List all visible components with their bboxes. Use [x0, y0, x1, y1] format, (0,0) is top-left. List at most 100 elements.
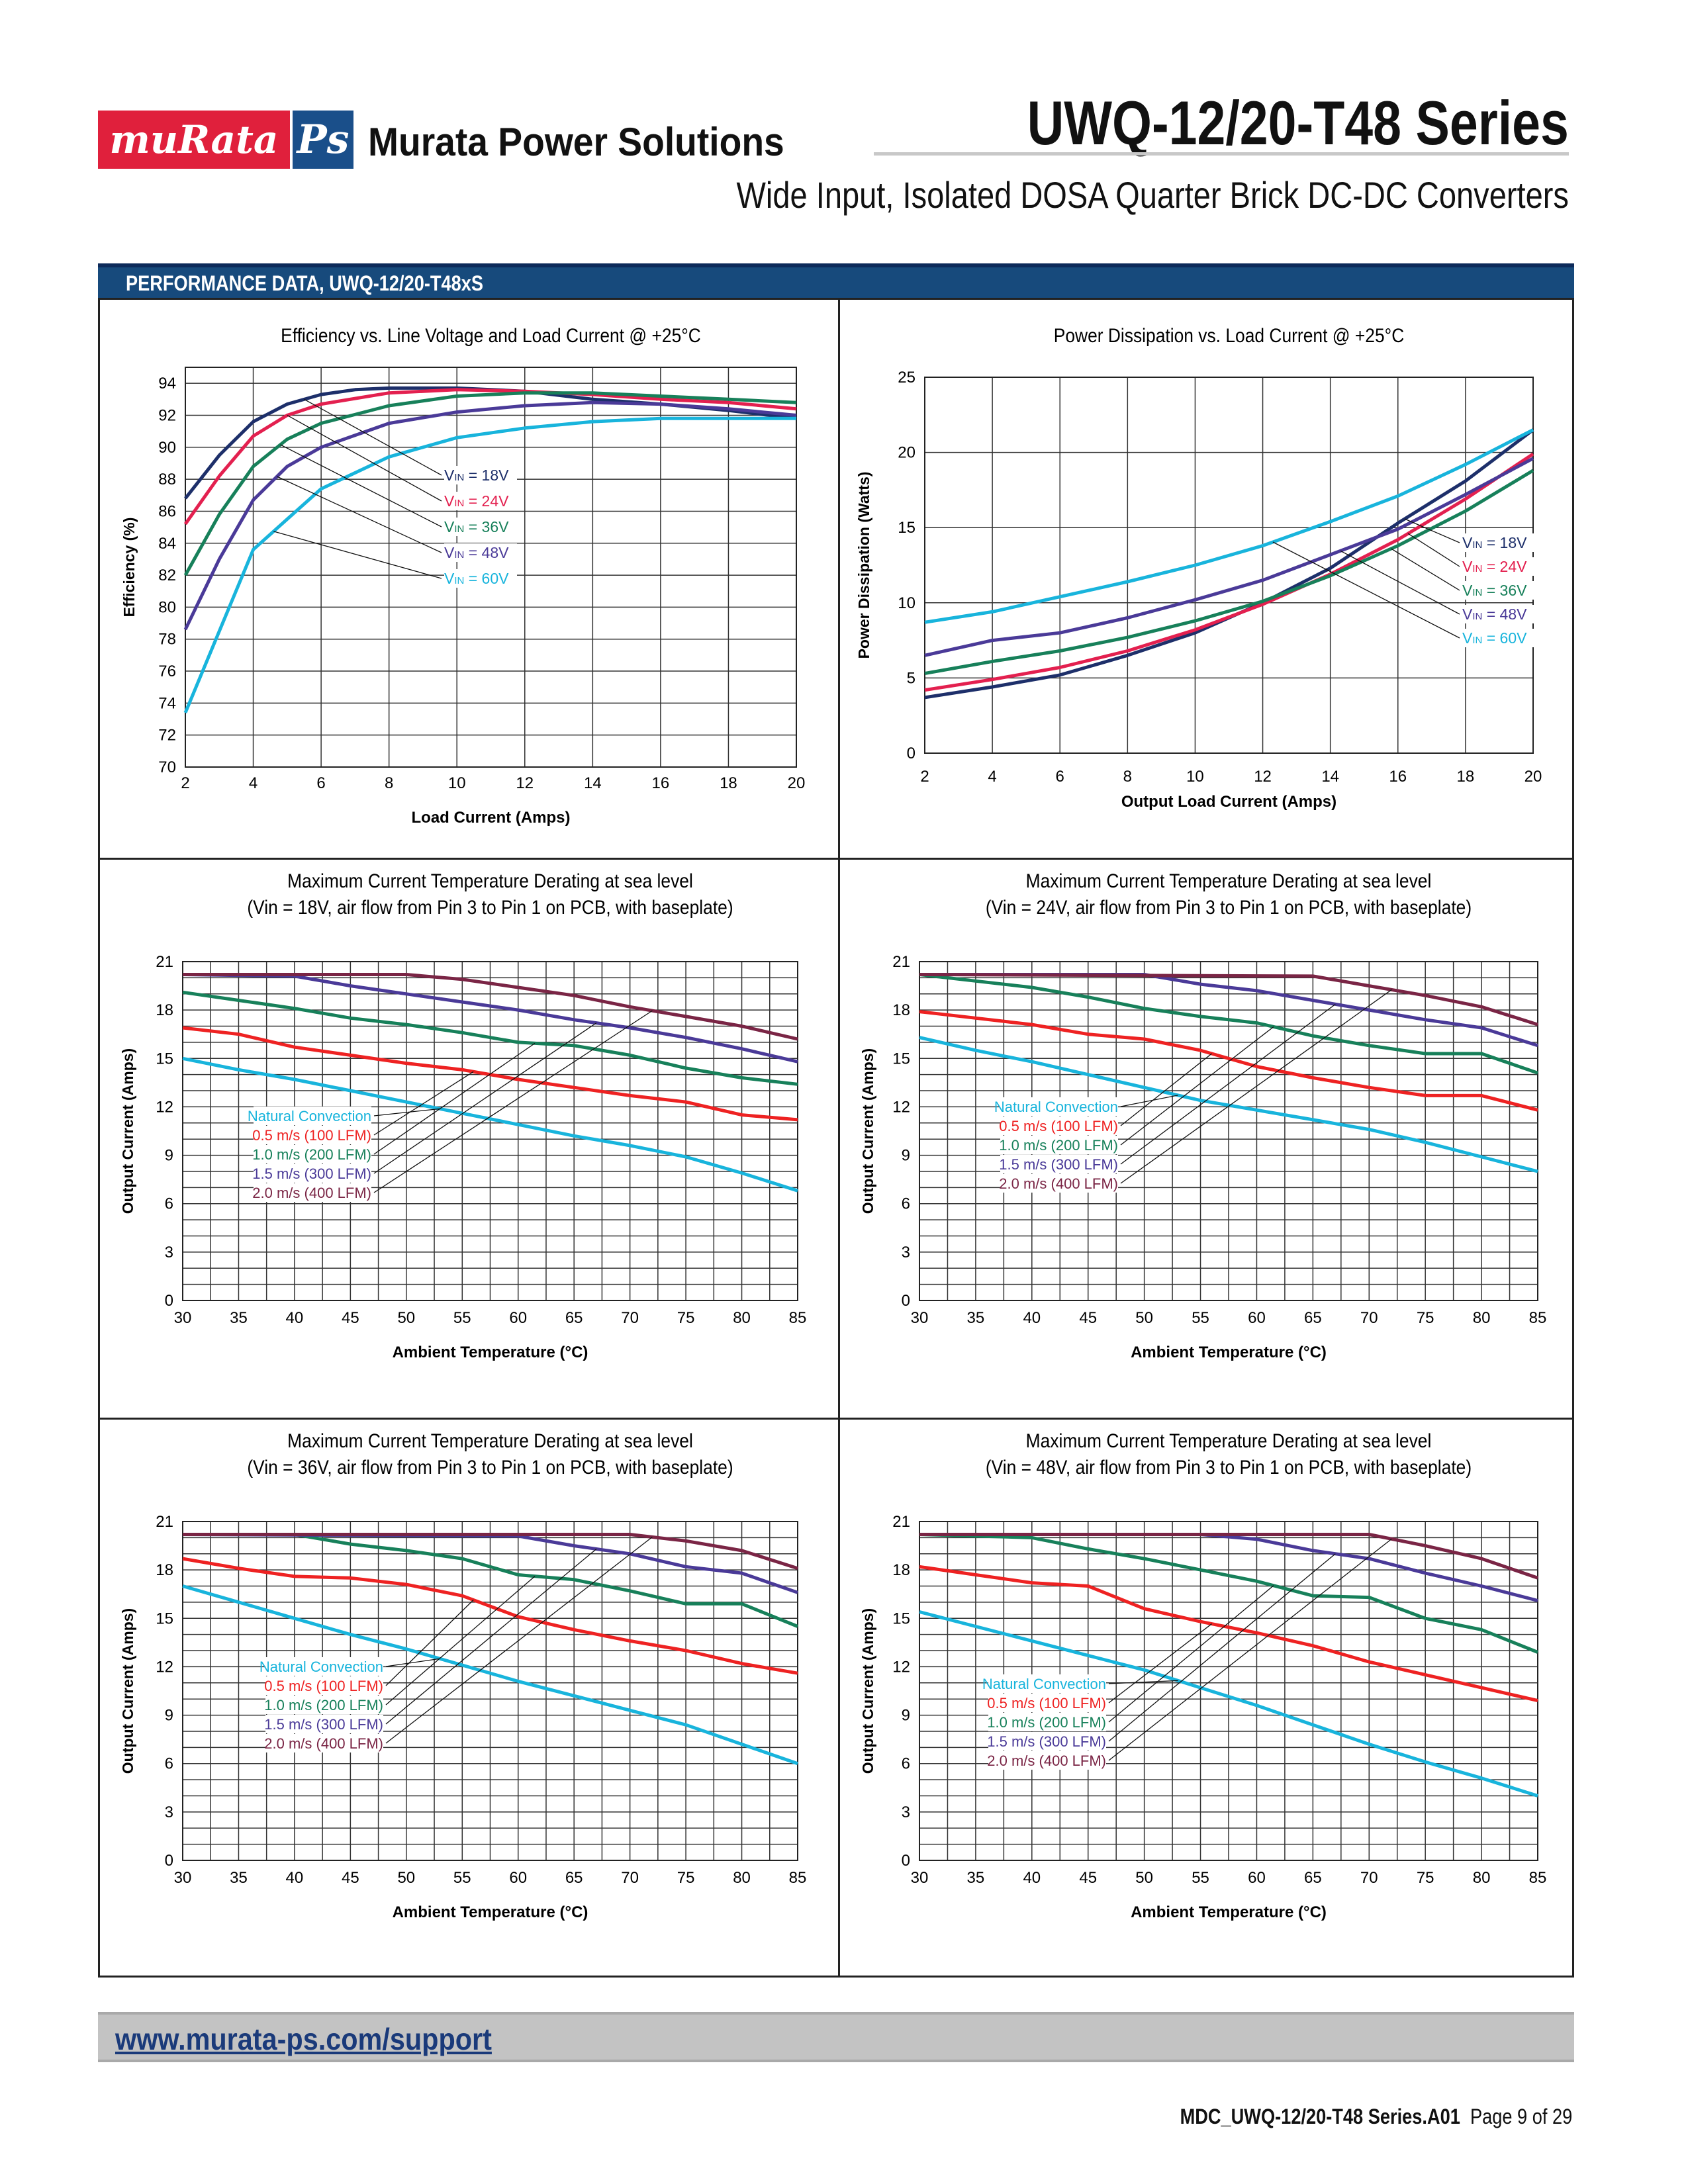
chart-title: Maximum Current Temperature Derating at … — [287, 869, 693, 891]
y-tick-label: 70 — [158, 758, 176, 776]
x-tick-label: 6 — [316, 774, 325, 792]
legend-leader-line — [273, 531, 442, 579]
x-tick-label: 70 — [1360, 1869, 1378, 1887]
y-axis-label: Power Dissipation (Watts) — [855, 472, 872, 659]
legend-label: 0.5 m/s (100 LFM) — [999, 1118, 1118, 1134]
y-tick-label: 12 — [156, 1658, 173, 1676]
legend-label-bg — [1462, 629, 1535, 647]
x-axis-label: Output Load Current (Amps) — [1121, 793, 1336, 811]
x-tick-label: 80 — [1473, 1869, 1491, 1887]
y-tick-label: 72 — [158, 727, 176, 745]
y-tick-label: 18 — [156, 1001, 173, 1019]
legend-label: VIN = 36V — [444, 518, 509, 535]
x-tick-label: 85 — [789, 1869, 807, 1887]
x-tick-label: 16 — [652, 774, 670, 792]
series-line-vin-60v — [924, 428, 1534, 624]
x-tick-label: 16 — [1389, 768, 1407, 786]
y-tick-label: 12 — [156, 1098, 173, 1116]
legend-label-bg — [265, 1657, 383, 1676]
x-tick-label: 45 — [1079, 1869, 1097, 1887]
x-tick-label: 40 — [1023, 1869, 1041, 1887]
x-tick-label: 8 — [1123, 768, 1132, 786]
y-axis-label: Output Current (Amps) — [859, 1608, 876, 1774]
chart-title: Maximum Current Temperature Derating at … — [1026, 869, 1432, 891]
derating-chart-24v: Maximum Current Temperature Derating at … — [859, 869, 1546, 1361]
x-tick-label: 30 — [911, 1869, 929, 1887]
page-number: Page 9 of 29 — [1470, 2105, 1572, 2128]
y-tick-label: 18 — [892, 1561, 910, 1579]
y-tick-label: 18 — [156, 1561, 173, 1579]
x-tick-label: 85 — [789, 1309, 807, 1327]
x-tick-label: 50 — [397, 1869, 415, 1887]
legend-label-bg — [1462, 533, 1535, 552]
power-dissipation-chart: Power Dissipation vs. Load Current @ +25… — [855, 324, 1542, 811]
plot-frame — [182, 961, 798, 1301]
x-tick-label: 50 — [397, 1309, 415, 1327]
series-line-2-0-m-s-400-lfm- — [183, 1533, 798, 1570]
x-tick-label: 75 — [1417, 1309, 1434, 1327]
legend-label-bg — [265, 1715, 383, 1733]
x-tick-label: 4 — [249, 774, 258, 792]
support-link[interactable]: www.murata-ps.com/support — [115, 2022, 492, 2056]
legend-leader-line — [385, 1536, 653, 1744]
series-line-vin-60v — [183, 416, 796, 713]
legend-label: Natural Convection — [982, 1676, 1106, 1692]
y-tick-label: 86 — [158, 502, 176, 520]
y-tick-label: 21 — [892, 953, 910, 971]
x-tick-label: 55 — [1192, 1869, 1209, 1887]
series-line-natural-convection — [919, 1610, 1538, 1797]
x-tick-label: 2 — [920, 768, 929, 786]
y-tick-label: 12 — [892, 1658, 910, 1676]
series-line-natural-convection — [182, 1056, 798, 1193]
legend-label-bg — [254, 1183, 371, 1202]
legend-label-bg — [1462, 581, 1535, 600]
series-line-0-5-m-s-100-lfm- — [919, 1010, 1538, 1112]
title-divider — [874, 152, 1569, 156]
x-tick-label: 30 — [911, 1309, 929, 1327]
derating-chart-48v: Maximum Current Temperature Derating at … — [859, 1429, 1546, 1921]
x-tick-label: 14 — [1321, 768, 1339, 786]
legend-label-bg — [1000, 1136, 1118, 1154]
legend-label-bg — [1000, 1174, 1118, 1193]
x-tick-label: 80 — [733, 1869, 751, 1887]
x-tick-label: 30 — [174, 1869, 192, 1887]
x-axis-label: Ambient Temperature (°C) — [393, 1343, 588, 1361]
x-tick-label: 40 — [286, 1309, 304, 1327]
x-tick-label: 60 — [509, 1869, 527, 1887]
series-line-vin-36v — [924, 469, 1534, 676]
derating-chart-36v: Maximum Current Temperature Derating at … — [119, 1429, 807, 1921]
x-tick-label: 35 — [230, 1869, 248, 1887]
y-axis-label: Efficiency (%) — [120, 518, 138, 617]
legend-label: 1.0 m/s (200 LFM) — [252, 1146, 371, 1163]
legend-label-bg — [254, 1126, 371, 1144]
plot-frame — [182, 1521, 798, 1861]
legend-label-bg — [444, 569, 517, 588]
legend-label-bg — [988, 1751, 1106, 1770]
legend-label: 1.5 m/s (300 LFM) — [264, 1716, 383, 1733]
y-tick-label: 21 — [892, 1513, 910, 1531]
series-line-0-5-m-s-100-lfm- — [182, 1557, 798, 1675]
legend-leader-line — [1120, 1053, 1212, 1126]
legend-label-bg — [254, 1145, 371, 1163]
series-line-2-0-m-s-400-lfm- — [183, 973, 798, 1041]
legend-label-bg — [988, 1694, 1106, 1712]
y-tick-label: 18 — [892, 1001, 910, 1019]
x-axis-label: Ambient Temperature (°C) — [1131, 1903, 1327, 1921]
x-tick-label: 18 — [1457, 768, 1475, 786]
chart-subtitle: (Vin = 24V, air flow from Pin 3 to Pin 1… — [986, 895, 1472, 918]
x-tick-label: 75 — [677, 1309, 695, 1327]
x-tick-label: 70 — [621, 1869, 639, 1887]
ps-logo: Ps — [293, 111, 353, 169]
x-tick-label: 50 — [1135, 1869, 1153, 1887]
series-line-1-0-m-s-200-lfm- — [183, 1533, 798, 1628]
legend-leader-line — [385, 1658, 440, 1667]
legend-leader-line — [1108, 1538, 1392, 1761]
x-tick-label: 18 — [720, 774, 737, 792]
legend-leader-line — [1407, 533, 1460, 567]
legend-leader-line — [1108, 1585, 1274, 1723]
series-line-2-0-m-s-400-lfm- — [919, 973, 1538, 1026]
performance-charts-grid: Efficiency vs. Line Voltage and Load Cur… — [98, 298, 1574, 1978]
y-tick-label: 0 — [902, 1292, 910, 1310]
legend-label: VIN = 48V — [1462, 606, 1527, 623]
legend-leader-line — [385, 1576, 536, 1706]
